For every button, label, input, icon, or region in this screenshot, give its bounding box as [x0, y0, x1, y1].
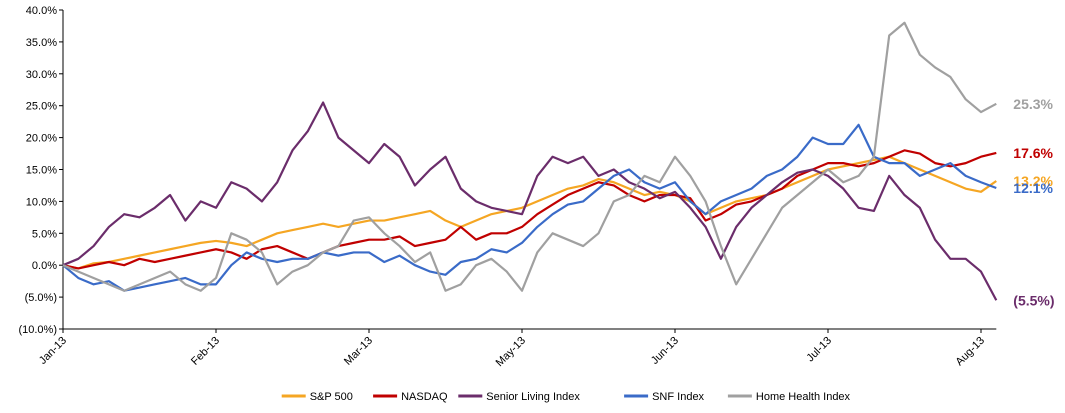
x-tick-label: Aug-13 [954, 335, 988, 369]
legend-label: NASDAQ [401, 391, 448, 403]
series-line [62, 21, 997, 292]
series-line [62, 149, 997, 270]
x-tick-label: Jun-13 [649, 335, 681, 367]
y-tick-label: 5.0% [32, 228, 57, 240]
end-label: 13.2% [1013, 173, 1053, 189]
end-label: 17.6% [1013, 145, 1053, 161]
x-tick-label: Mar-13 [342, 335, 375, 368]
end-label: (5.5%) [1013, 292, 1054, 308]
y-tick-label: 0.0% [32, 260, 57, 272]
x-tick-label: Jan-13 [37, 335, 69, 367]
y-tick-label: 35.0% [26, 37, 57, 49]
x-tick-label: Jul-13 [804, 335, 834, 365]
end-label: 12.1% [1013, 180, 1053, 196]
series-line [62, 123, 997, 292]
y-tick-label: 40.0% [26, 5, 57, 17]
x-tick-label: Feb-13 [189, 335, 222, 368]
end-label: 25.3% [1013, 96, 1053, 112]
y-tick-label: (5.0%) [25, 292, 57, 304]
legend-label: SNF Index [652, 391, 704, 403]
y-tick-label: 30.0% [26, 69, 57, 81]
y-tick-label: 10.0% [26, 196, 57, 208]
legend-label: S&P 500 [310, 391, 353, 403]
legend-label: Senior Living Index [486, 391, 580, 403]
y-tick-label: 25.0% [26, 101, 57, 113]
y-tick-label: (10.0%) [18, 324, 57, 336]
legend-label: Home Health Index [756, 391, 851, 403]
x-tick-label: May-13 [494, 335, 528, 369]
series-line [62, 101, 998, 301]
y-tick-label: 20.0% [26, 133, 57, 145]
y-tick-label: 15.0% [26, 165, 57, 177]
series-line [62, 155, 997, 270]
